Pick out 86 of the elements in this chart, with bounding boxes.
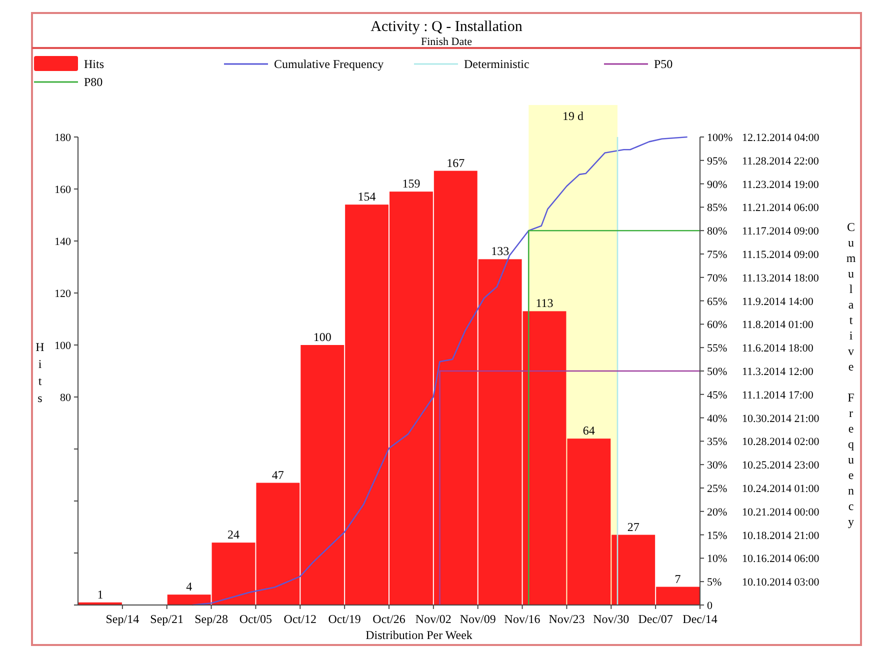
x-tick-label: Nov/30 <box>593 612 630 626</box>
x-tick-label: Sep/21 <box>150 612 184 626</box>
x-tick-label: Nov/02 <box>415 612 452 626</box>
text: Cumulative Frequency <box>846 220 856 528</box>
text: 11.6.2014 18:00 <box>742 342 814 355</box>
chart-title: Activity : Q - Installation <box>370 19 523 35</box>
text: 11.8.2014 01:00 <box>742 319 814 332</box>
text: 11.13.2014 18:00 <box>742 272 820 284</box>
y2-tick-label: 60% <box>707 319 728 332</box>
y2-tick-label: 35% <box>707 436 728 448</box>
y2-tick-label: 0 <box>707 600 713 612</box>
legend-label: Hits <box>84 57 104 71</box>
y2-tick-label: 100% <box>707 132 733 144</box>
y-tick-label: 100 <box>54 340 72 352</box>
y2-tick-label: 90% <box>707 178 728 191</box>
text: 10.25.2014 23:00 <box>742 460 820 472</box>
y2-tick-label: 50% <box>707 366 728 378</box>
legend-label: P80 <box>84 75 103 89</box>
y2-tick-label: 70% <box>707 272 728 284</box>
y2-tick-label: 55% <box>707 342 728 355</box>
data-label: 27 <box>627 520 640 534</box>
y2-tick-label: 20% <box>707 506 728 518</box>
data-label: 100 <box>313 330 332 344</box>
y2-tick-label: 80% <box>707 226 728 238</box>
y-tick-label: 120 <box>54 288 72 300</box>
legend-label: Cumulative Frequency <box>274 57 384 71</box>
y-axis-title: Hits <box>36 340 45 405</box>
y-tick-label: 140 <box>54 236 72 248</box>
x-tick-label: Dec/14 <box>682 612 718 626</box>
data-label: 159 <box>402 176 420 191</box>
x-tick-label: Sep/14 <box>106 612 140 626</box>
y2-tick-label: 45% <box>707 389 728 402</box>
text: 11.3.2014 12:00 <box>742 366 814 378</box>
text: 10.16.2014 06:00 <box>742 553 820 566</box>
y2-tick-label: 40% <box>707 412 728 425</box>
text: 11.15.2014 09:00 <box>742 249 820 261</box>
y2-tick-label: 85% <box>707 202 728 214</box>
text: 11.21.2014 06:00 <box>742 202 820 214</box>
y-tick-label: 80 <box>60 392 72 404</box>
data-label: 64 <box>582 424 595 438</box>
legend-label: Deterministic <box>464 57 530 71</box>
text: 11.1.2014 17:00 <box>742 389 814 402</box>
y2-tick-label: 5% <box>707 576 722 589</box>
y2-tick-label: 10% <box>707 553 728 566</box>
text: 11.9.2014 14:00 <box>742 296 814 308</box>
x-tick-label: Dec/07 <box>638 612 673 626</box>
text: 11.28.2014 22:00 <box>742 155 820 168</box>
y2-tick-label: 15% <box>707 530 728 542</box>
text: 10.24.2014 01:00 <box>742 483 820 495</box>
data-label: 113 <box>536 296 554 310</box>
x-tick-label: Nov/09 <box>460 612 496 626</box>
y2-tick-label: 30% <box>707 460 728 472</box>
x-tick-label: Oct/12 <box>284 612 316 626</box>
line-series <box>192 136 688 606</box>
text: 10.21.2014 00:00 <box>742 506 820 518</box>
text: 10.28.2014 02:00 <box>742 436 820 448</box>
data-label: 47 <box>272 468 284 482</box>
data-label: 7 <box>674 572 681 586</box>
text: 10.18.2014 21:00 <box>742 530 820 542</box>
x-tick-label: Oct/26 <box>372 612 406 626</box>
y2-tick-label: 75% <box>707 249 728 261</box>
data-label: 167 <box>446 156 465 170</box>
text: 11.23.2014 19:00 <box>742 178 820 191</box>
text: 12.12.2014 04:00 <box>742 132 820 144</box>
y2-tick-label: 25% <box>707 483 728 495</box>
x-tick-label: Sep/28 <box>194 612 228 626</box>
data-label: 4 <box>186 580 192 594</box>
y2-tick-label: 65% <box>707 296 728 308</box>
x-tick-label: Oct/19 <box>328 612 361 626</box>
chart-subtitle: Finish Date <box>420 36 472 48</box>
legend-label: P50 <box>654 57 673 71</box>
x-axis-title: Distribution Per Week <box>366 628 472 642</box>
data-label: 154 <box>358 190 376 204</box>
x-tick-label: Nov/16 <box>504 612 540 626</box>
x-tick-label: Nov/23 <box>548 612 585 626</box>
x-tick-label: Oct/05 <box>239 612 272 626</box>
text: 10.30.2014 21:00 <box>742 412 820 425</box>
data-label: 24 <box>228 528 240 542</box>
text: 11.17.2014 09:00 <box>742 226 820 238</box>
data-label: 1 <box>97 587 104 602</box>
y-tick-label: 180 <box>54 132 72 144</box>
data-label: 133 <box>491 244 510 258</box>
y-tick-label: 160 <box>54 184 72 196</box>
text: 10.10.2014 03:00 <box>742 576 820 589</box>
band-label: 19 d <box>562 109 584 123</box>
y2-tick-label: 95% <box>707 155 728 168</box>
